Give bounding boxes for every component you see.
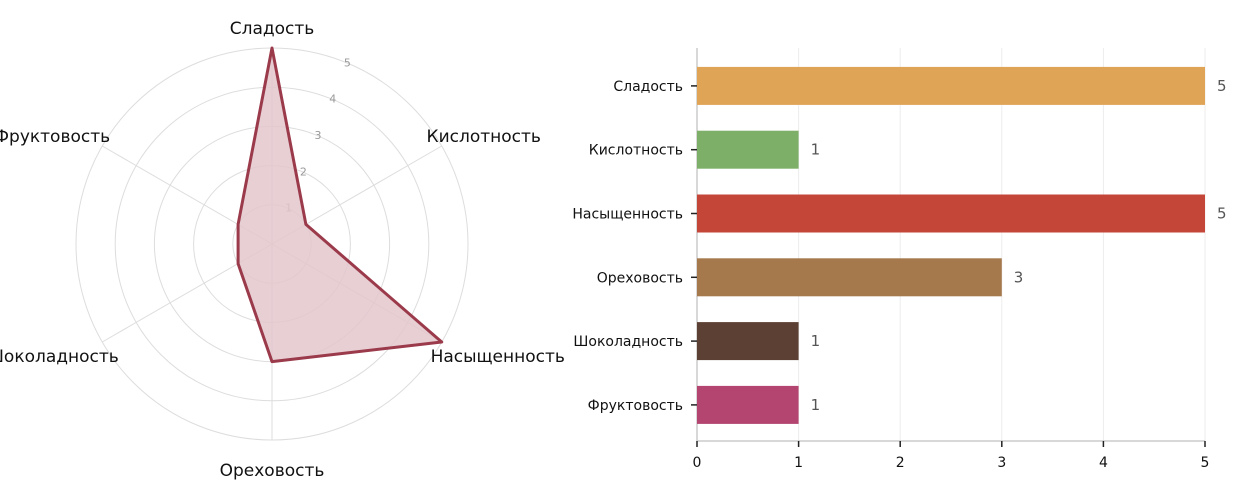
radar-axis-label: Кислотность (427, 127, 541, 147)
bar-category-label: Кислотность (589, 143, 683, 159)
bar-category-label: Фруктовость (588, 398, 683, 414)
bar-x-tick-label: 2 (896, 455, 905, 471)
bar-x-tick-label: 0 (693, 455, 702, 471)
bar-category-label: Сладость (613, 79, 683, 95)
bar-value-label: 3 (1014, 268, 1024, 286)
bar-value-label: 5 (1217, 77, 1227, 95)
bar-mark (697, 130, 799, 169)
bar-mark (697, 258, 1002, 297)
bar-category-label: Насыщенность (572, 207, 683, 223)
bar-x-tick-label: 4 (1099, 455, 1108, 471)
radar-axis-label: Насыщенность (431, 347, 565, 367)
radar-axis-label: Шоколадность (0, 347, 119, 367)
radar-series-area (236, 46, 444, 364)
bar-category-label: Ореховость (597, 270, 683, 286)
radar-chart: 12345СладостьКислотностьНасыщенностьОрех… (0, 19, 565, 481)
bar-value-label: 5 (1217, 205, 1227, 223)
bar-x-tick-label: 3 (997, 455, 1006, 471)
radar-tick-label: 5 (344, 56, 351, 69)
radar-tick-label: 3 (315, 129, 322, 142)
bar-mark (697, 322, 799, 361)
radar-tick-label: 4 (329, 93, 336, 106)
radar-tick-label: 2 (300, 165, 307, 178)
bar-mark (697, 194, 1205, 233)
bar-x-tick-label: 1 (794, 455, 803, 471)
bar-value-label: 1 (811, 332, 821, 350)
radar-axis-label: Фруктовость (0, 127, 110, 147)
bar-chart: 0 1 2 3 4 5 Сладость 5 Кислотность 1 Насыщенность 5… (572, 48, 1227, 471)
bar-mark (697, 66, 1205, 105)
bar-mark (697, 385, 799, 424)
bar-value-label: 1 (811, 141, 821, 159)
bar-x-tick-label: 5 (1201, 455, 1210, 471)
radar-axis-label: Ореховость (220, 461, 325, 481)
radar-axis-label: Сладость (230, 19, 315, 39)
bar-category-label: Шоколадность (573, 334, 683, 350)
bar-value-label: 1 (811, 396, 821, 414)
